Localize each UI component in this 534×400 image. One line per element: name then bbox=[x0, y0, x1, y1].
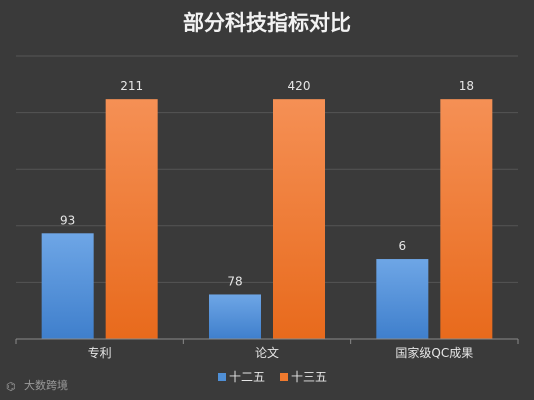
legend-label: 十二五 bbox=[229, 370, 265, 384]
chart-title: 部分科技指标对比 bbox=[183, 11, 351, 35]
legend-label: 十三五 bbox=[291, 370, 327, 384]
bar-series1-2 bbox=[376, 259, 429, 339]
watermark-logo-icon: ⌬ bbox=[6, 380, 16, 393]
bar-series2-0 bbox=[105, 99, 158, 339]
bar-series2-2 bbox=[440, 99, 493, 339]
data-label: 18 bbox=[459, 79, 474, 93]
x-tick-label: 论文 bbox=[255, 345, 279, 360]
data-label: 78 bbox=[227, 274, 242, 288]
data-label: 420 bbox=[288, 79, 311, 93]
x-tick-label: 专利 bbox=[88, 345, 112, 360]
data-label: 93 bbox=[60, 213, 75, 227]
x-axis: 专利 论文 国家级QC成果 bbox=[15, 338, 519, 360]
legend-swatch bbox=[280, 373, 288, 381]
bars bbox=[41, 99, 493, 339]
bar-series1-0 bbox=[41, 233, 94, 339]
x-tick-label: 国家级QC成果 bbox=[395, 345, 473, 360]
data-labels: 93 211 78 420 6 18 bbox=[60, 79, 474, 288]
legend: 十二五 十三五 bbox=[218, 370, 327, 384]
bar-series1-1 bbox=[209, 294, 261, 339]
legend-swatch bbox=[218, 373, 226, 381]
watermark-text: 大数跨境 bbox=[24, 378, 68, 392]
gridlines bbox=[16, 55, 518, 283]
data-label: 6 bbox=[399, 239, 407, 253]
bar-series2-1 bbox=[273, 99, 325, 339]
data-label: 211 bbox=[120, 79, 143, 93]
